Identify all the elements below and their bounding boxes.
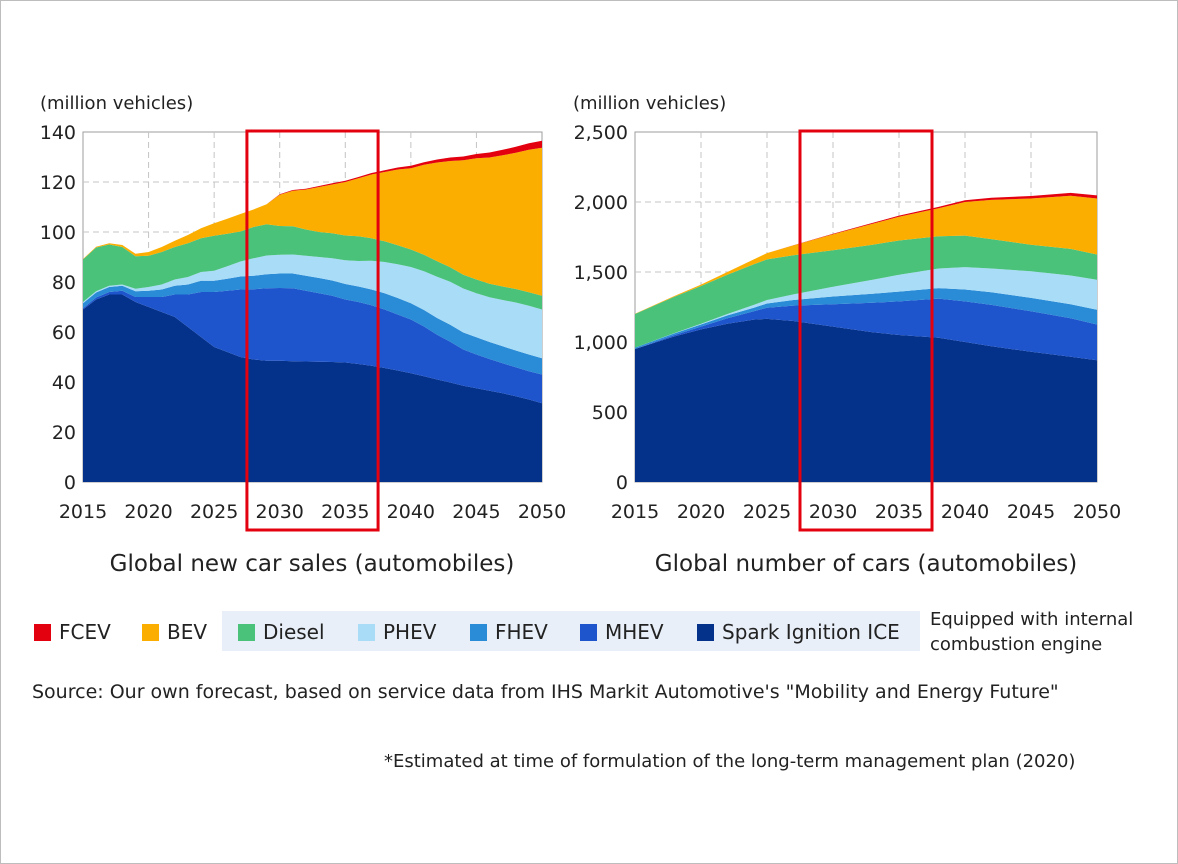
y-tick-label: 2,500 (574, 122, 628, 144)
y-axis-label: (million vehicles) (573, 93, 726, 114)
legend-item-mhev: MHEV (580, 620, 664, 644)
legend-label: Spark Ignition ICE (722, 620, 900, 644)
y-tick-label: 500 (592, 402, 628, 424)
x-tick-label: 2025 (743, 501, 791, 523)
ice-group-note: Equipped with internal combustion engine (930, 609, 1134, 655)
y-tick-label: 1,500 (574, 262, 628, 284)
y-tick-label: 40 (52, 372, 76, 394)
area-series-bev (635, 195, 1097, 314)
y-tick-label: 0 (616, 472, 628, 494)
legend-item-fhev: FHEV (470, 620, 548, 644)
legend-swatch (697, 623, 714, 641)
y-tick-label: 1,000 (574, 332, 628, 354)
x-tick-label: 2030 (256, 501, 304, 523)
legend-swatch (238, 623, 255, 641)
area-series-fcev (83, 140, 542, 259)
area-series-mhev (635, 298, 1097, 361)
x-tick-label: 2050 (1073, 501, 1121, 523)
x-tick-label: 2045 (452, 501, 500, 523)
x-tick-label: 2025 (190, 501, 238, 523)
y-tick-label: 60 (52, 322, 76, 344)
legend-swatch (470, 623, 487, 641)
legend-item-diesel: Diesel (238, 620, 325, 644)
legend-label: PHEV (383, 620, 437, 644)
footnote: *Estimated at time of formulation of the… (384, 751, 1076, 772)
legend-label: BEV (167, 620, 208, 644)
legend-label: FHEV (495, 620, 548, 644)
area-series-spark-ignition-ice (635, 318, 1097, 482)
legend-label: Diesel (263, 620, 325, 644)
source-note: Source: Our own forecast, based on servi… (32, 681, 1059, 703)
x-tick-label: 2040 (941, 501, 989, 523)
x-tick-label: 2050 (518, 501, 566, 523)
chart-number-of-cars: 0 500 1,000 1,500 2,000 2,500 2015 2020 2025 2030… (573, 93, 1121, 577)
x-tick-label: 2035 (875, 501, 923, 523)
chart-title: Global number of cars (automobiles) (655, 551, 1077, 577)
y-tick-label: 0 (64, 472, 76, 494)
highlight-box (798, 129, 934, 532)
y-tick-label: 140 (40, 122, 76, 144)
area-series-diesel (83, 224, 542, 310)
x-tick-label: 2040 (387, 501, 435, 523)
legend-item-spark-ignition-ice: Spark Ignition ICE (697, 620, 900, 644)
area-series-mhev (83, 288, 542, 404)
area-series-bev (83, 147, 542, 296)
legend-swatch (34, 623, 51, 641)
x-tick-label: 2035 (321, 501, 369, 523)
x-tick-label: 2015 (611, 501, 659, 523)
legend-item-phev: PHEV (358, 620, 436, 644)
area-series-spark-ignition-ice (83, 294, 542, 482)
y-tick-label: 80 (52, 272, 76, 294)
legend-label: FCEV (59, 620, 111, 644)
area-series-phev (635, 267, 1097, 348)
y-tick-label: 100 (40, 222, 76, 244)
legend-label: MHEV (605, 620, 664, 644)
y-axis-label: (million vehicles) (40, 93, 193, 114)
area-series-diesel (635, 235, 1097, 348)
x-tick-label: 2030 (809, 501, 857, 523)
x-tick-label: 2045 (1007, 501, 1055, 523)
legend-swatch (142, 623, 159, 641)
chart-title: Global new car sales (automobiles) (110, 551, 515, 577)
y-tick-label: 2,000 (574, 192, 628, 214)
legend-swatch (580, 623, 597, 641)
legend-item-fcev: FCEV (34, 620, 111, 644)
x-tick-label: 2020 (124, 501, 172, 523)
area-series-phev (83, 254, 542, 359)
legend-swatch (358, 623, 375, 641)
y-tick-label: 20 (52, 422, 76, 444)
highlight-box (245, 129, 380, 532)
x-tick-label: 2015 (59, 501, 107, 523)
area-series-fhev (635, 288, 1097, 349)
y-tick-label: 120 (40, 172, 76, 194)
legend-item-bev: BEV (142, 620, 207, 644)
x-tick-label: 2020 (677, 501, 725, 523)
ice-group-band (222, 611, 920, 651)
